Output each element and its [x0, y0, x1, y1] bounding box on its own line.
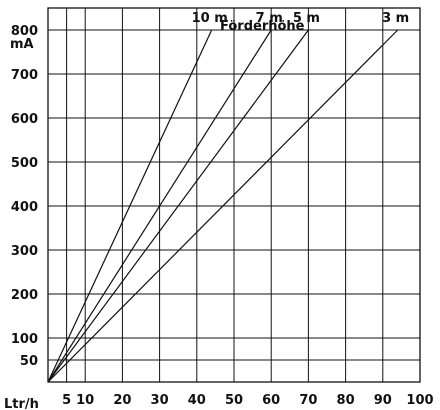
y-tick-label-1: 100 [11, 332, 38, 347]
y-tick-label-3: 300 [11, 244, 38, 259]
x-tick-label-8: 80 [337, 393, 355, 408]
x-tick-label-2: 20 [113, 393, 131, 408]
series-line-1 [47, 29, 272, 383]
x-tick-label-5: 50 [225, 393, 243, 408]
series-lines [47, 29, 399, 383]
x-tick-label-3: 30 [151, 393, 169, 408]
x-tick-label-6: 60 [262, 393, 280, 408]
y-tick-label-6: 600 [11, 112, 38, 127]
y-axis-label: mA [10, 37, 34, 52]
legend-title: Förderhöhe [220, 19, 305, 34]
series-labels: 10 m 7 m 5 m 3 m [192, 11, 410, 26]
tick-labels: 5 10 20 30 40 50 60 70 80 90 100 50 100 200 300 400 500 6… [11, 24, 434, 408]
series-line-2 [47, 29, 309, 383]
y-tick-label-8: 800 [11, 24, 38, 39]
x-tick-label-0: 5 [62, 393, 71, 408]
series-label-0: 10 m [192, 11, 228, 26]
x-tick-label-10: 100 [406, 393, 433, 408]
series-line-0 [47, 29, 213, 383]
x-tick-label-7: 70 [299, 393, 317, 408]
y-tick-label-7: 700 [11, 68, 38, 83]
y-tick-label-0: 50 [20, 354, 38, 369]
series-label-2: 5 m [293, 11, 320, 26]
series-line-3 [47, 29, 399, 383]
y-tick-label-4: 400 [11, 200, 38, 215]
x-tick-label-1: 10 [76, 393, 94, 408]
x-axis-label: Ltr/h [4, 397, 39, 410]
x-tick-label-4: 40 [188, 393, 206, 408]
y-tick-label-5: 500 [11, 156, 38, 171]
series-label-1: 7 m [256, 11, 283, 26]
series-label-3: 3 m [382, 11, 409, 26]
x-tick-label-9: 90 [374, 393, 392, 408]
grid [47, 7, 421, 383]
y-tick-label-2: 200 [11, 288, 38, 303]
